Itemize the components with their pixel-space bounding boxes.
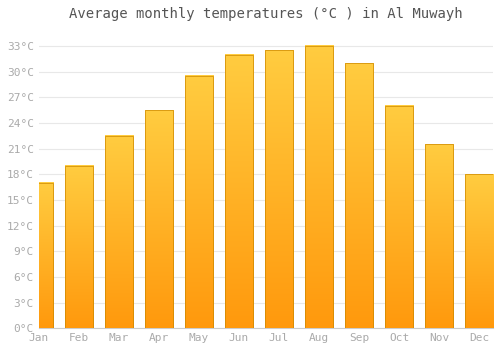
Bar (25, 183, 53, 328)
Bar (465, 174, 493, 328)
Title: Average monthly temperatures (°C ) in Al Muwayh: Average monthly temperatures (°C ) in Al… (69, 7, 462, 21)
Bar (265, 50, 293, 328)
Bar (385, 106, 413, 328)
Bar (105, 136, 133, 328)
Bar (305, 46, 333, 328)
Bar (65, 166, 93, 328)
Bar (225, 55, 253, 328)
Bar (425, 145, 453, 328)
Bar (185, 76, 213, 328)
Bar (345, 63, 373, 328)
Bar (145, 110, 173, 328)
